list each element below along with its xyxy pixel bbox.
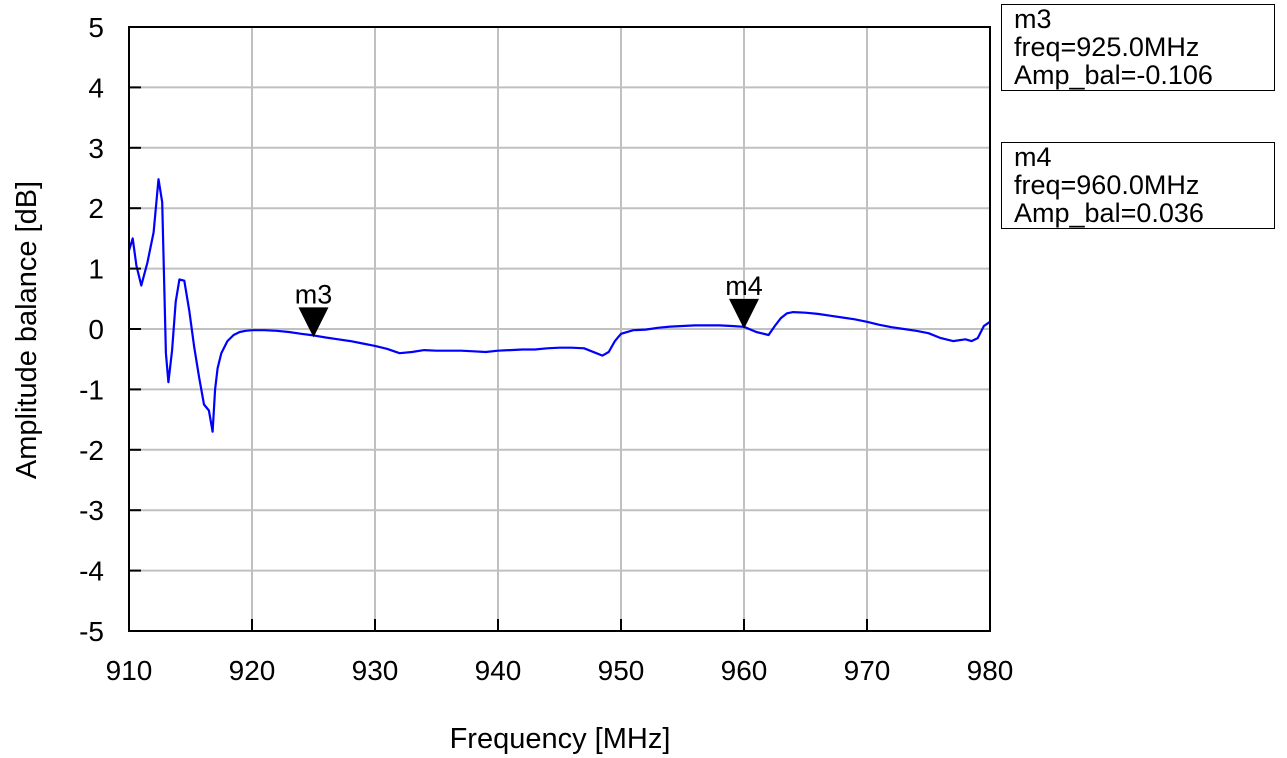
y-axis-title: Amplitude balance [dB] [11,181,43,479]
markers: m3 m4 [295,271,763,338]
marker-m4-triangle-icon [729,298,759,329]
y-tick-label-2: 2 [88,193,104,224]
y-tick-label-5: 5 [88,12,104,43]
readout-m3-value: Amp_bal=-0.106 [1014,60,1213,90]
y-tick-label-3: 3 [88,133,104,164]
series-line-0 [127,178,991,433]
y-tick-label--1: -1 [79,374,104,405]
y-tick-label-0: 0 [88,314,104,345]
y-tick-label-1: 1 [88,254,104,285]
readout-m3-freq: freq=925.0MHz [1014,32,1200,62]
x-tick-label-970: 970 [844,655,891,686]
x-tick-label-960: 960 [721,655,768,686]
y-tick-label--5: -5 [79,616,104,647]
series-layer [127,178,991,433]
y-tick-label--2: -2 [79,435,104,466]
marker-readout-m4: m4 freq=960.0MHz Amp_bal=0.036 [1001,142,1275,229]
y-tick-label--4: -4 [79,556,104,587]
grid [129,27,990,631]
y-tick-label-4: 4 [88,72,104,103]
marker-m3-label: m3 [295,279,333,309]
x-tick-label-930: 930 [352,655,399,686]
marker-m4-label: m4 [725,271,763,301]
x-tick-label-920: 920 [229,655,276,686]
x-tick-label-910: 910 [106,655,153,686]
axes: 910 920 930 940 950 960 970 980 -5 -4 -3 -2 -1 0 1 2 3 4 5 [79,12,1013,686]
x-tick-label-940: 940 [475,655,522,686]
y-tick-label--3: -3 [79,495,104,526]
readout-m3-name: m3 [1014,4,1052,34]
readout-m4-freq: freq=960.0MHz [1014,170,1200,200]
x-tick-label-950: 950 [598,655,645,686]
readout-m4-name: m4 [1014,142,1052,172]
x-axis-title: Frequency [MHz] [450,723,671,755]
marker-m3-triangle-icon [298,307,329,338]
readout-m4-value: Amp_bal=0.036 [1014,198,1204,228]
marker-readout-m3: m3 freq=925.0MHz Amp_bal=-0.106 [1001,4,1275,91]
x-tick-label-980: 980 [967,655,1014,686]
